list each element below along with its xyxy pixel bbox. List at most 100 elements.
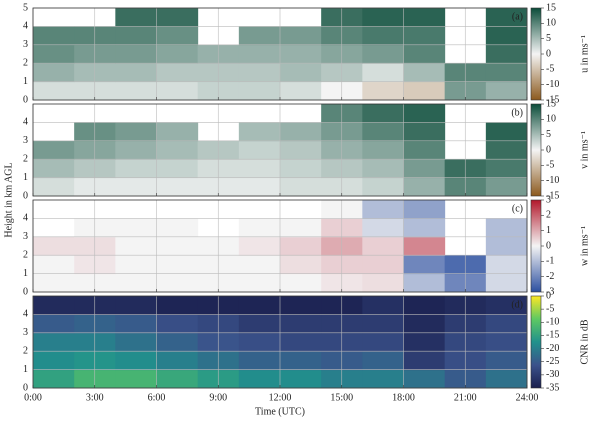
heat-cell — [115, 273, 157, 293]
heat-cell — [33, 44, 75, 64]
heat-cell — [403, 332, 446, 352]
colorbar-tick-label: 10 — [546, 114, 556, 125]
heat-cell — [156, 369, 199, 389]
x-tick-label: 18:00 — [392, 392, 415, 403]
heat-cell — [33, 351, 75, 371]
colorbar-label: u in ms⁻¹ — [579, 35, 590, 73]
heat-cell — [485, 218, 528, 238]
colorbar-tick-label: 3 — [546, 194, 551, 205]
y-tick-label: 4 — [23, 309, 28, 320]
heat-cell — [115, 81, 157, 101]
heat-cell — [362, 200, 404, 219]
heat-cell — [115, 369, 157, 389]
heat-cell — [156, 63, 199, 83]
colorbar-tick-label: -10 — [546, 79, 559, 90]
heat-cell — [280, 26, 322, 46]
y-tick-label: 4 — [23, 117, 28, 128]
plot-frame — [32, 199, 528, 293]
heat-cell — [156, 44, 199, 64]
heat-cell — [362, 296, 404, 315]
heat-cell — [238, 26, 281, 46]
colorbar-tick-label: 10 — [546, 18, 556, 29]
heat-cell — [485, 332, 528, 352]
plot-frame — [32, 295, 528, 389]
heat-cell — [485, 369, 528, 389]
heat-cell — [403, 81, 446, 101]
colorbar-tick-label: -10 — [546, 317, 559, 328]
heat-cell — [156, 255, 199, 275]
panel-label: (c) — [512, 203, 523, 214]
heat-cell — [362, 159, 404, 179]
heat-cell — [403, 104, 446, 123]
y-tick-label: 2 — [23, 57, 28, 68]
heat-cell — [362, 177, 404, 197]
x-tick-label: 15:00 — [330, 392, 353, 403]
heat-cell — [403, 122, 446, 142]
heat-cell — [238, 177, 281, 197]
heat-cell — [362, 140, 404, 160]
y-tick-label: 2 — [23, 153, 28, 164]
colorbar-label: CNR in dB — [579, 319, 590, 364]
colorbar-tick-label: -35 — [546, 382, 559, 393]
heat-cell — [238, 218, 281, 238]
heat-cell — [156, 159, 199, 179]
heat-cell — [33, 140, 75, 160]
heat-cell — [115, 296, 157, 315]
heat-cell — [33, 369, 75, 389]
heat-cell — [280, 177, 322, 197]
heat-cell — [485, 81, 528, 101]
heat-cell — [156, 122, 199, 142]
heat-cell — [280, 44, 322, 64]
heat-cell — [485, 26, 528, 46]
x-tick-label: 24:00 — [516, 392, 539, 403]
heat-cell — [156, 8, 199, 27]
heat-cell — [33, 255, 75, 275]
heat-cell — [280, 236, 322, 256]
colorbar-tick-label: -20 — [546, 343, 559, 354]
heat-cell — [238, 332, 281, 352]
colorbar-tick-label: 5 — [546, 33, 551, 44]
heat-cell — [115, 122, 157, 142]
heat-cell — [280, 351, 322, 371]
heat-cell — [280, 140, 322, 160]
colorbar-tick-label: -15 — [546, 190, 559, 201]
heat-cell — [280, 314, 322, 334]
y-axis-label: Height in km AGL — [3, 162, 14, 237]
heat-cell — [403, 314, 446, 334]
y-tick-label: 2 — [23, 249, 28, 260]
heat-cell — [362, 8, 404, 27]
colorbar-tick-label: 0 — [546, 144, 551, 155]
y-tick-label: 1 — [23, 364, 28, 375]
heat-cell — [115, 314, 157, 334]
heat-cell — [485, 122, 528, 142]
colorbar-label: v in ms⁻¹ — [579, 131, 590, 169]
heat-cell — [280, 255, 322, 275]
colorbar-tick-label: 2 — [546, 210, 551, 221]
heat-cell — [280, 122, 322, 142]
heat-cell — [485, 159, 528, 179]
heat-cell — [403, 236, 446, 256]
panel-label: (b) — [511, 107, 523, 118]
heat-cell — [280, 159, 322, 179]
heat-cell — [362, 63, 404, 83]
colorbar-tick-label: 0 — [546, 290, 551, 301]
heat-cell — [403, 296, 446, 315]
x-axis-label: Time (UTC) — [255, 406, 305, 417]
panel-label: (a) — [512, 11, 523, 22]
x-tick-label: 0:00 — [24, 392, 42, 403]
colorbar-tick-label: 0 — [546, 48, 551, 59]
y-tick-label: 4 — [23, 21, 28, 32]
heat-cell — [238, 314, 281, 334]
colorbar — [530, 199, 542, 293]
y-tick-label: 3 — [23, 39, 28, 50]
heat-cell — [403, 159, 446, 179]
heat-cell — [485, 255, 528, 275]
heat-cell — [362, 351, 404, 371]
heat-cell — [280, 63, 322, 83]
y-tick-label: 1 — [23, 172, 28, 183]
y-tick-label: 0 — [23, 382, 28, 393]
y-tick-label: 4 — [23, 213, 28, 224]
colorbar-tick-label: -5 — [546, 303, 554, 314]
heat-cell — [115, 26, 157, 46]
